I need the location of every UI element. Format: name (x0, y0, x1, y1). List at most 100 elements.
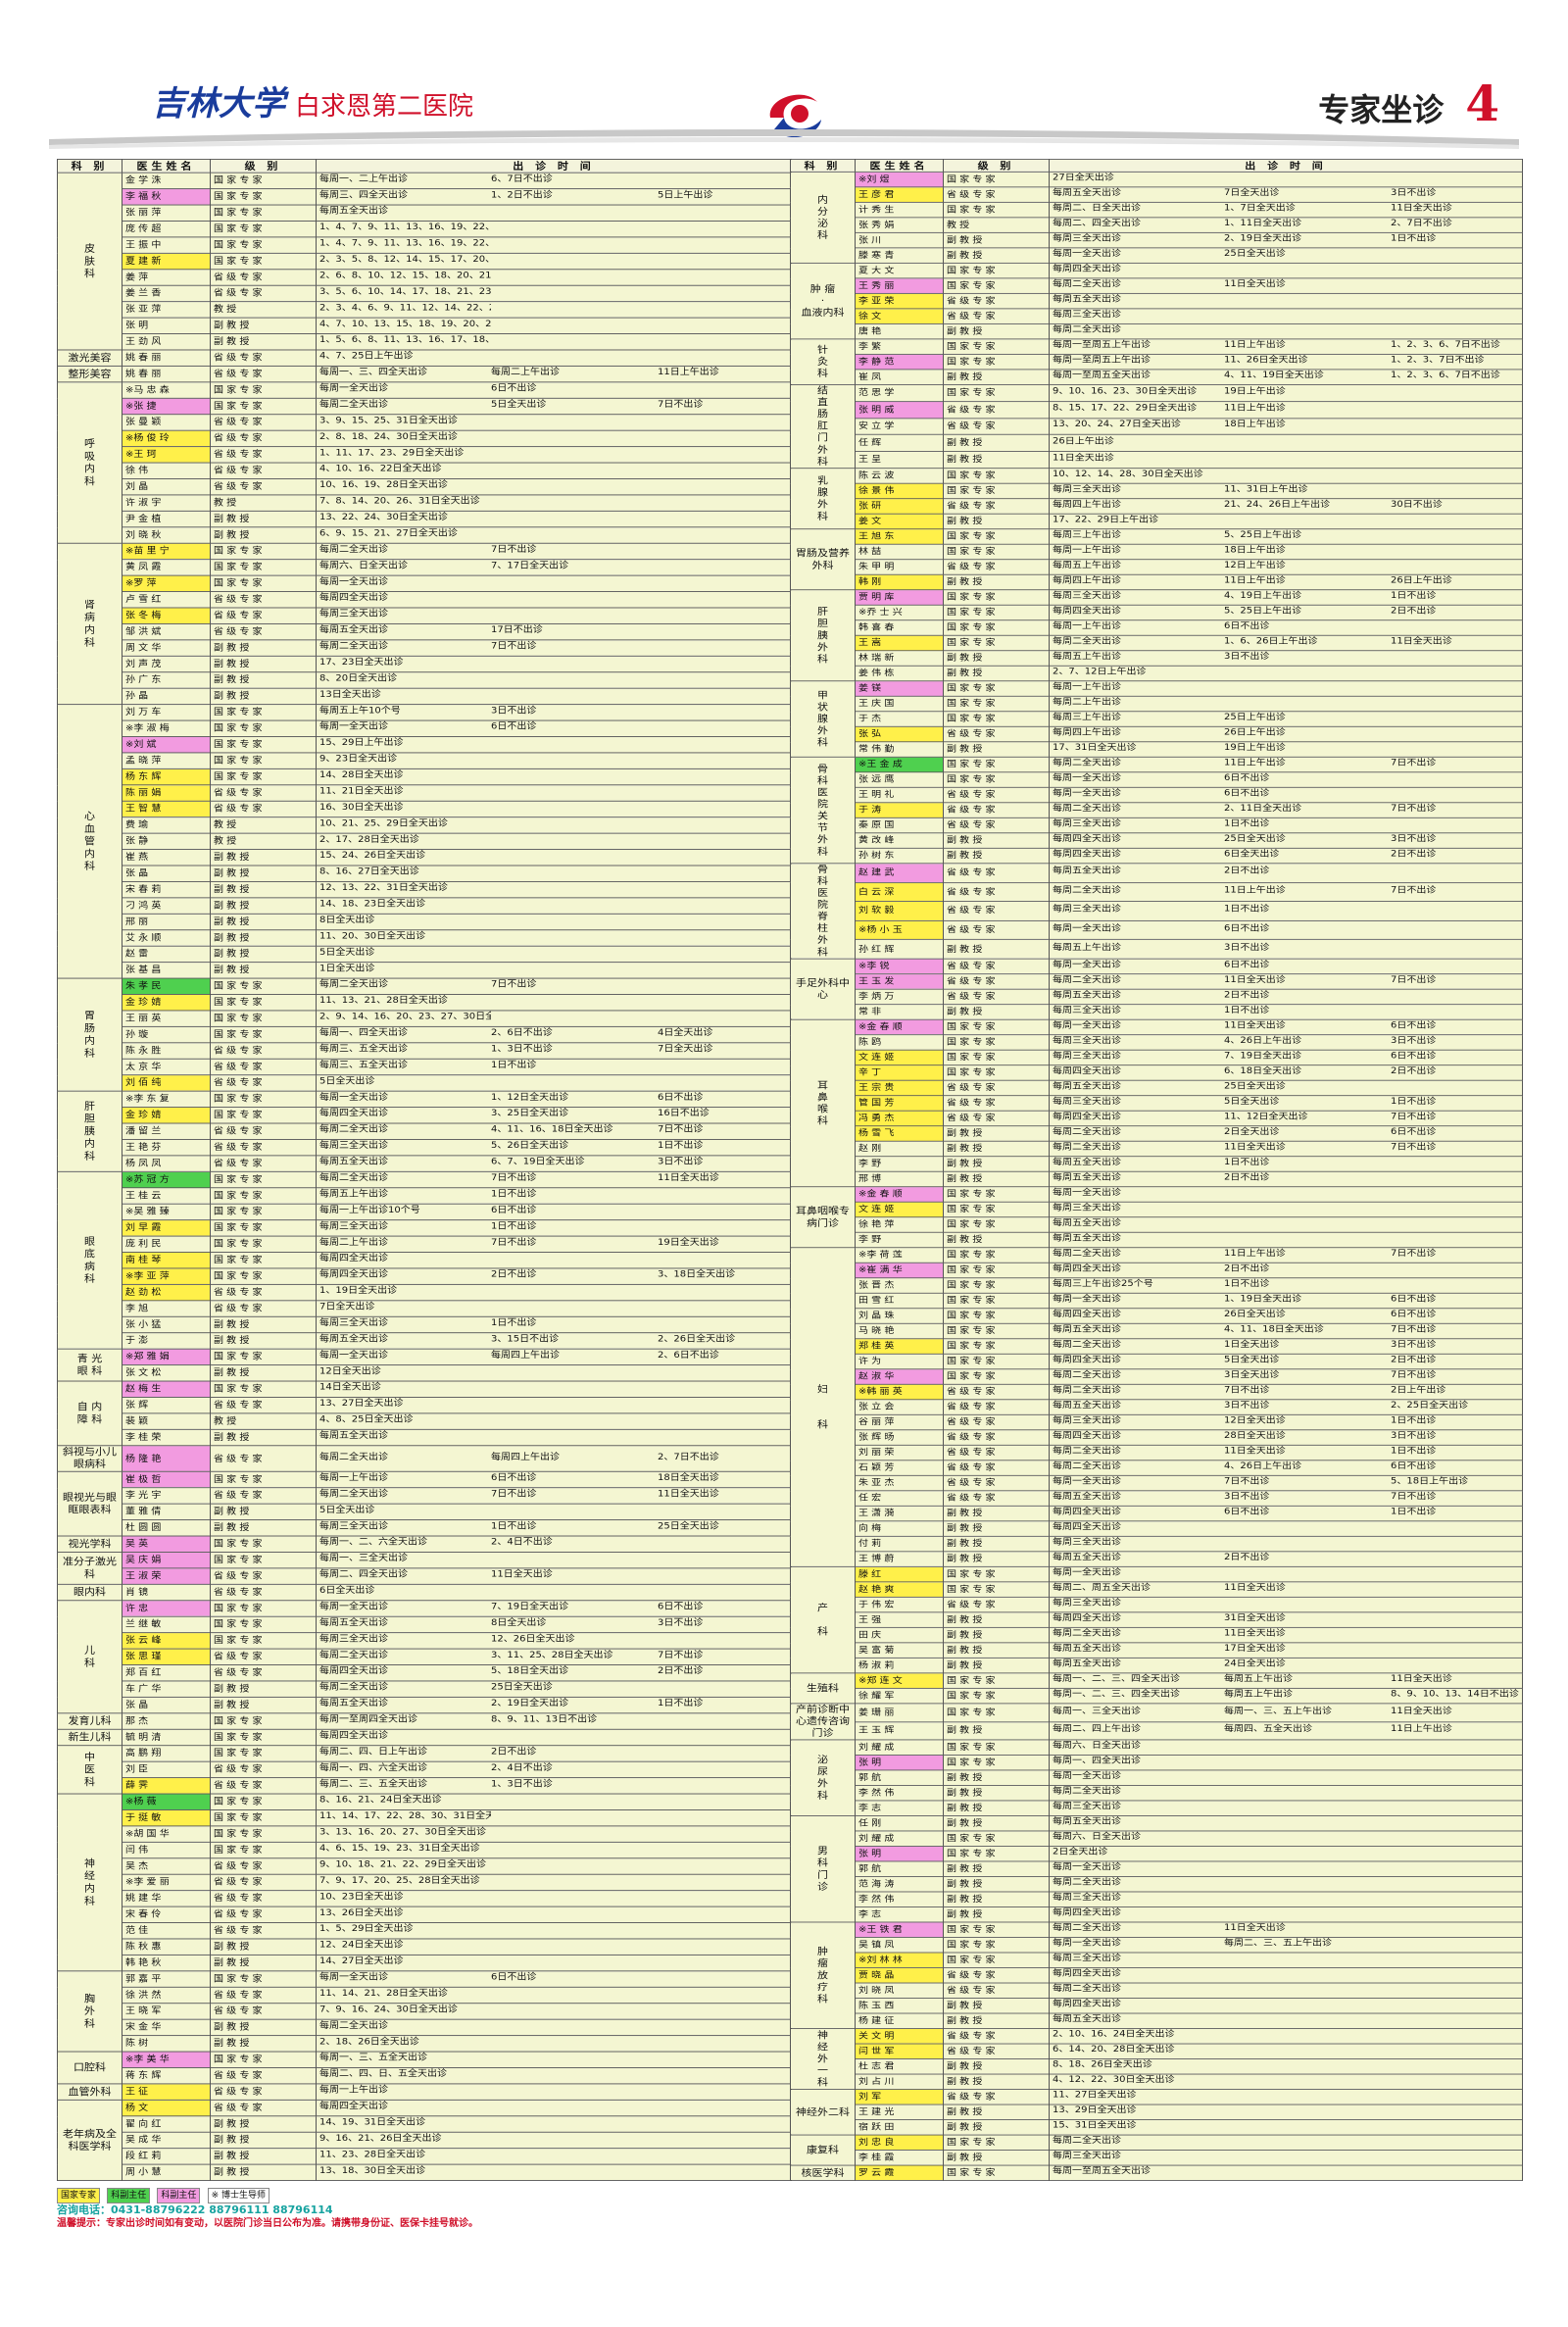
time-segment: 11日全天出诊 (1053, 453, 1114, 464)
doctor-name: 黄 凤 霞 (122, 559, 211, 576)
table-row: 杨 淑 莉副 教 授每周五全天出诊 24日全天出诊 (791, 1657, 1523, 1674)
time-segment: 每周二全天出诊 (319, 544, 388, 555)
time-segment: 4、26日上午出诊 (1224, 1461, 1302, 1471)
time-segment: 11日上午出诊 (1224, 1249, 1286, 1259)
time-segment: 每周三全天出诊 (1053, 905, 1121, 915)
doctor-level: 国 家 专 家 (943, 1846, 1050, 1862)
doctor-name: 郭 航 (855, 1769, 944, 1786)
schedule-time: 每周五全天出诊 (316, 1428, 792, 1447)
table-row: 妇 科 ※李 荷 莲国 家 专 家每周二全天出诊 11日上午出诊 7日不出诊 (790, 1247, 1523, 1567)
table-row: 裴 颖教 授 4、8、25日全天出诊 (58, 1412, 792, 1430)
time-segment: 每周五上午出诊 (319, 1189, 388, 1200)
time-segment: 每周五全天出诊 (1053, 1158, 1121, 1167)
doctor-name: 薛 霁 (122, 1777, 211, 1795)
time-segment: 13、22、24、30日全天出诊 (319, 512, 448, 522)
time-segment: 每周四全天出诊 (1053, 1613, 1121, 1623)
doctor-level: 副 教 授 (943, 1140, 1050, 1158)
table-row: 王 桂 云国 家 专 家每周五上午出诊 1日不出诊 (58, 1187, 792, 1205)
doctor-level: 副 教 授 (210, 2115, 317, 2133)
time-segment: 每周三全天出诊 (1053, 310, 1121, 320)
table-row: 尹 金 植副 教 授 13、22、24、30日全天出诊 (58, 510, 792, 528)
doctor-level: 省 级 专 家 (210, 1583, 317, 1602)
time-segment: 每周三全天出诊 (1053, 1203, 1121, 1213)
footer: 国家专家 科副主任 科副主任 ※ 博士生导师 咨询电话：0431-8879622… (57, 2188, 792, 2231)
schedule-time: 每周三全天出诊 1日不出诊 (316, 1315, 792, 1334)
doctor-name: ※乔 士 兴 (855, 604, 944, 621)
doctor-level: 国 家 专 家 (943, 1186, 1050, 1203)
table-row: 老年病及全科医学科杨 文省 级 专 家每周四全天出诊 (57, 2099, 792, 2182)
time-segment: 12日全天出诊 (319, 1365, 381, 1377)
schedule-time: 每周二全天出诊 2、11日全天出诊 7日不出诊 (1049, 802, 1523, 818)
doctor-name: 李 然 伟 (855, 1891, 944, 1907)
doctor-level: 国 家 专 家 (943, 2164, 1050, 2182)
time-segment: 5日上午出诊 (658, 189, 713, 201)
doctor-name: 陈 鸥 (855, 1034, 944, 1051)
schedule-time: 每周一上午出诊 18日上午出诊 (1049, 543, 1523, 561)
schedule-time: 13日全天出诊 (316, 687, 792, 706)
time-segment: 每周五全天出诊 (1053, 1492, 1121, 1502)
time-segment: 11、27日全天出诊 (1053, 2090, 1137, 2101)
schedule-time: 每周二上午出诊 (1049, 695, 1523, 713)
time-segment: 6日不出诊 (1224, 621, 1270, 631)
doctor-level: 教 授 (943, 217, 1050, 233)
dept-cell: 肾 病 内 科 (57, 542, 122, 706)
doctor-level: 省 级 专 家 (943, 1429, 1050, 1446)
doctor-name: 李 桂 霞 (855, 2150, 944, 2166)
time-segment: 4、8、25日全天出诊 (319, 1414, 414, 1425)
time-segment: 1日不出诊 (1224, 1005, 1270, 1015)
doctor-level: 国 家 专 家 (943, 1049, 1050, 1066)
schedule-time: 每周一至周五上午出诊 11、26日全天出诊 1、2、3、7日不出诊 (1049, 353, 1523, 371)
doctor-level: 副 教 授 (210, 945, 317, 964)
doctor-name: 邢 博 (855, 1170, 944, 1188)
doctor-name: 贾 明 库 (855, 589, 944, 606)
table-row: 王 明 礼省 级 专 家每周一全天出诊 6日不出诊 (791, 786, 1523, 804)
table-row: 于 涛省 级 专 家每周二全天出诊 2、11日全天出诊 7日不出诊 (791, 802, 1523, 818)
time-segment: 每周一全天出诊 (1053, 788, 1121, 799)
table-row: 赵 劲 松省 级 专 家 1、19日全天出诊 (58, 1283, 792, 1302)
time-segment: 每周一、三、五全天出诊 (319, 2053, 427, 2063)
doctor-level: 省 级 专 家 (943, 1413, 1050, 1431)
schedule-time: 每周一、四全天出诊 (1049, 1755, 1523, 1771)
time-segment: 2、19日全天出诊 (1224, 233, 1302, 244)
time-segment: 每周三全天出诊 (1053, 1051, 1121, 1061)
schedule-time: 每周二、四、日上午出诊 2日不出诊 (316, 1745, 792, 1762)
table-row: 陈 鸥国 家 专 家每周三全天出诊 4、26日上午出诊 3日不出诊 (791, 1034, 1523, 1051)
schedule-time: 每周一上午出诊 6日不出诊 18日全天出诊 (316, 1470, 792, 1489)
doctor-name: ※郑 连 文 (855, 1672, 944, 1689)
time-segment: 每周四上午出诊 (491, 1350, 560, 1361)
table-row: 乳 腺 外 科陈 云 波国 家 专 家 10、12、14、28、30日全天出诊 (790, 468, 1523, 530)
time-segment: 每周二全天出诊 (319, 399, 388, 410)
doctor-name: 陈 丽 娟 (122, 784, 211, 802)
time-segment: 25日全天出诊 (1224, 249, 1286, 259)
doctor-level: 副 教 授 (210, 333, 317, 351)
time-segment: 每周一上午出诊 (1053, 621, 1121, 631)
doctor-name: 姜 伟 栋 (855, 665, 944, 682)
table-row: 于 伟 宏省 级 专 家每周三全天出诊 (791, 1596, 1523, 1613)
time-segment: 19日上午出诊 (1224, 743, 1286, 753)
doctor-name: 许 忠 (122, 1600, 211, 1617)
doctor-level: 国 家 专 家 (943, 1952, 1050, 1968)
time-segment: 1、2、3、7日不出诊 (1391, 355, 1485, 366)
table-row: 王 建 光副 教 授 13、29日全天出诊 (791, 2104, 1523, 2120)
doctor-level: 国 家 专 家 (943, 1064, 1050, 1081)
time-segment: 3日不出诊 (1224, 652, 1270, 662)
doctor-name: 徐 耀 军 (855, 1687, 944, 1705)
table-row: ※刘 林 林国 家 专 家每周三全天出诊 (791, 1952, 1523, 1968)
doctor-level: 省 级 专 家 (210, 462, 317, 479)
time-segment: 8、9、11、13日不出诊 (491, 1714, 598, 1725)
doctor-level: 省 级 专 家 (943, 186, 1050, 203)
table-row: 视光学科吴 英国 家 专 家每周一、二、六全天出诊 2、4日不出诊 (57, 1535, 792, 1553)
time-segment: 11日全天出诊 (1224, 1446, 1286, 1457)
schedule-time: 7、8、14、20、26、31日全天出诊 (316, 494, 792, 512)
time-segment: 12、13、22、31日全天出诊 (319, 882, 448, 893)
table-row: 崔 凤副 教 授每周一至周五全天出诊 4、11、19日全天出诊 1、2、3、6、7日… (791, 369, 1523, 385)
schedule-time: 每周三全天出诊 1日不出诊 (316, 1219, 792, 1237)
table-row: 斜视与小儿眼病科杨 隆 艳省 级 专 家每周二全天出诊 每周四上午出诊 2、7日不出… (57, 1445, 792, 1472)
schedule-time: 8、15、17、22、29日全天出诊 11日上午出诊 (1049, 401, 1523, 419)
dept-cell: 妇 科 (790, 1247, 856, 1567)
time-segment: 每周四全天出诊 (1053, 1065, 1121, 1076)
doctor-level: 省 级 专 家 (943, 1474, 1050, 1492)
schedule-time: 每周二全天出诊 7日不出诊 11日全天出诊 (316, 1170, 792, 1189)
doctor-name: 吴 镇 凤 (855, 1937, 944, 1954)
time-segment: 每周五全天出诊 (1053, 866, 1121, 876)
